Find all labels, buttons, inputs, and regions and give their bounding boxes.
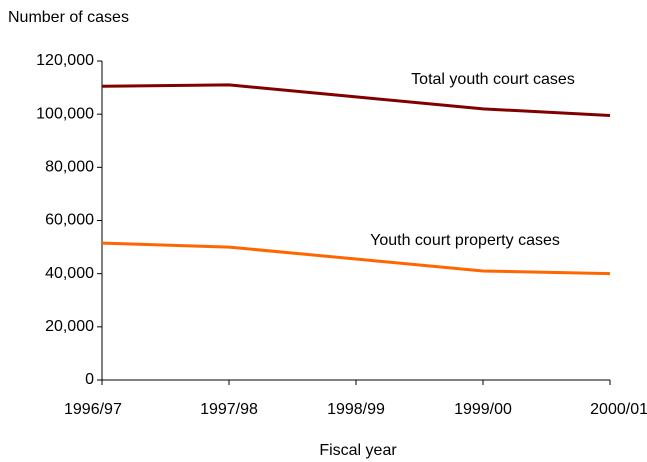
y-tick-label: 60,000 — [45, 212, 94, 229]
series-line — [101, 241, 611, 276]
x-tick-label: 1996/97 — [64, 401, 122, 418]
x-tick-label: 1999/00 — [454, 401, 512, 418]
y-tick-label: 120,000 — [36, 52, 94, 69]
series-line — [101, 83, 611, 117]
y-tick-label: 40,000 — [45, 265, 94, 282]
y-axis-title: Number of cases — [8, 9, 129, 26]
x-tick-label: 2000/01 — [590, 401, 647, 418]
y-tick-label: 0 — [85, 371, 94, 388]
y-tick-label: 20,000 — [45, 318, 94, 335]
x-tick-label: 1997/98 — [200, 401, 258, 418]
y-tick-label: 80,000 — [45, 159, 94, 176]
y-tick-label: 100,000 — [36, 105, 94, 122]
x-tick-label: 1998/99 — [327, 401, 385, 418]
x-axis-title: Fiscal year — [319, 442, 397, 459]
series-label: Total youth court cases — [411, 71, 575, 88]
series-label: Youth court property cases — [370, 232, 560, 249]
